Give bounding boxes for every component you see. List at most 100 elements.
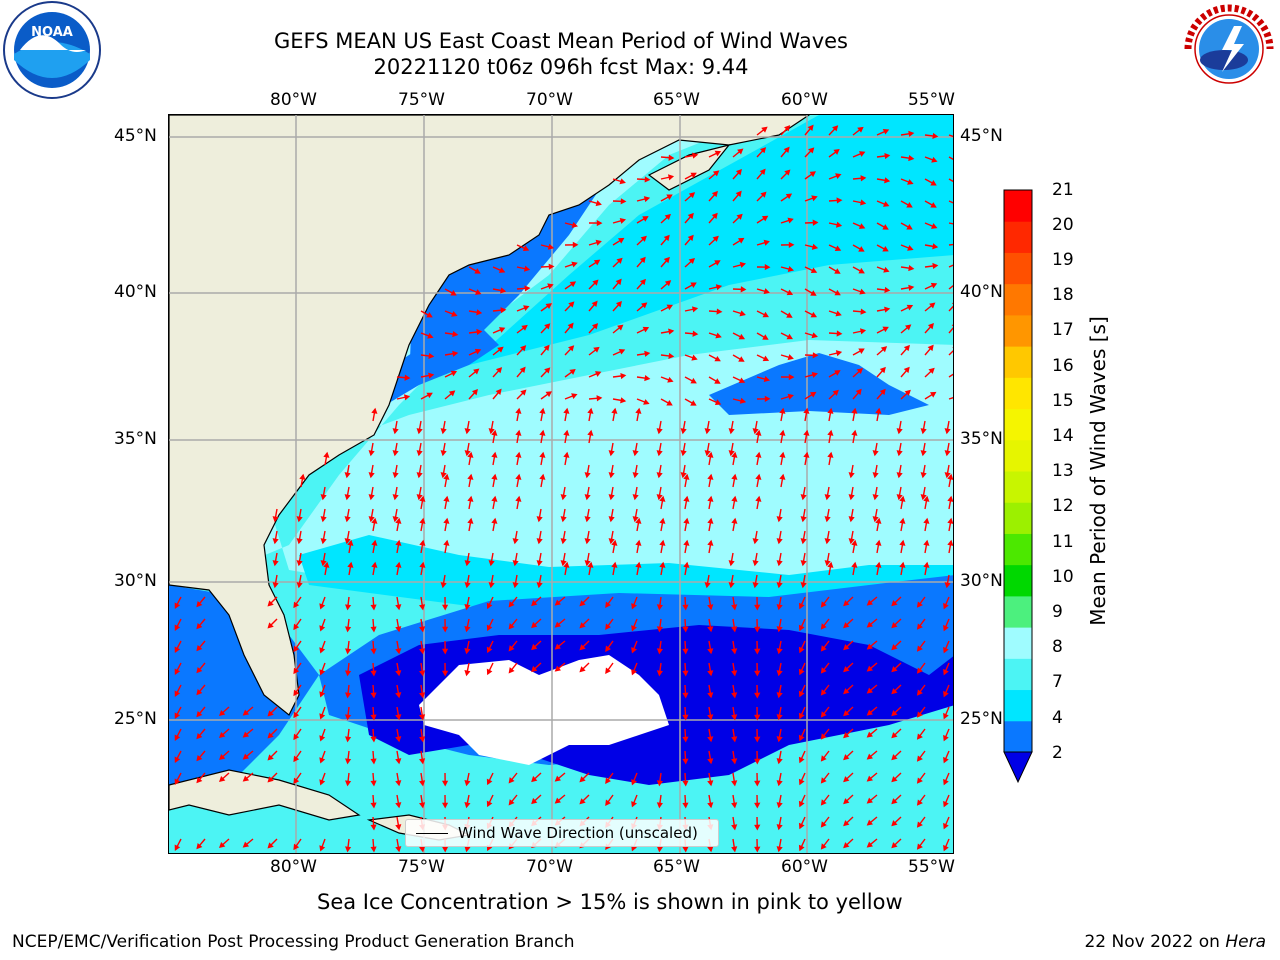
wave-direction-arrowhead [569, 281, 577, 288]
wave-direction-arrowhead [491, 517, 498, 524]
wave-direction-arrowhead [536, 582, 543, 589]
lon-label-top: 55°W [908, 90, 955, 110]
wave-direction-arrowhead [579, 666, 586, 673]
colorbar-segment [1004, 314, 1032, 347]
wave-direction-arrowhead [908, 284, 915, 291]
wave-direction-arrowhead [395, 736, 402, 743]
wave-direction-arrowhead [293, 689, 300, 697]
wave-direction-arrowhead [930, 223, 938, 229]
colorbar-tick: 18 [1052, 285, 1074, 305]
wave-direction-arrowhead [467, 495, 474, 502]
lon-label-top: 70°W [526, 90, 573, 110]
wave-direction-arrowhead [319, 713, 326, 720]
wave-direction-arrowhead [615, 278, 622, 286]
wave-direction-arrowhead [512, 560, 519, 567]
wave-direction-arrowhead [293, 667, 300, 675]
wave-direction-arrowhead [779, 407, 786, 414]
wave-direction-arrowhead [827, 407, 834, 414]
wave-direction-arrowhead [798, 624, 805, 632]
wave-direction-arrowhead [632, 494, 639, 501]
wave-direction-arrowhead [812, 352, 819, 359]
wave-direction-arrowhead [370, 626, 377, 633]
wave-direction-arrowhead [787, 354, 794, 361]
wave-direction-arrowhead [508, 601, 515, 608]
wave-direction-arrowhead [731, 714, 738, 721]
wave-direction-arrowhead [836, 197, 843, 204]
wave-direction-arrowhead [440, 450, 447, 457]
wave-direction-arrowhead [370, 736, 377, 743]
wave-direction-arrowhead [827, 429, 834, 436]
map-panel: Wind Wave Direction (unscaled) [168, 114, 954, 854]
wave-direction-arrowhead [851, 539, 858, 546]
lon-label-top: 80°W [270, 90, 317, 110]
wave-direction-arrowhead [666, 304, 674, 311]
wave-direction-arrowhead [486, 624, 493, 632]
wave-direction-arrowhead [690, 282, 697, 288]
wave-direction-arrowhead [786, 312, 793, 318]
wave-direction-arrowhead [419, 736, 426, 743]
wave-direction-arrowhead [875, 407, 882, 414]
wave-direction-arrowhead [835, 310, 842, 317]
wave-direction-arrowhead [835, 350, 843, 357]
wave-direction-arrowhead [632, 450, 639, 457]
wave-direction-arrowhead [738, 377, 746, 384]
wave-direction-arrowhead [916, 645, 923, 652]
wave-direction-arrowhead [843, 622, 850, 629]
wave-direction-arrowhead [776, 780, 783, 787]
wave-direction-arrowhead [296, 516, 303, 523]
wave-direction-arrowhead [593, 259, 601, 266]
wave-direction-arrowhead [344, 626, 352, 633]
wave-direction-arrowhead [448, 390, 456, 397]
wave-direction-arrowhead [809, 171, 816, 178]
wave-direction-arrowhead [891, 798, 898, 805]
wave-direction-arrowhead [428, 352, 435, 360]
wave-direction-arrowhead [731, 824, 738, 831]
wave-direction-arrowhead [907, 244, 914, 251]
wave-direction-arrowhead [737, 237, 745, 244]
wave-direction-arrowhead [752, 582, 759, 589]
wave-direction-arrowhead [267, 754, 274, 761]
wave-direction-arrowhead [714, 355, 721, 362]
wave-direction-arrowhead [631, 669, 637, 676]
wave-direction-arrowhead [834, 268, 841, 274]
map-legend: Wind Wave Direction (unscaled) [405, 819, 719, 847]
wave-direction-arrowhead [843, 688, 850, 695]
wave-direction-arrowhead [219, 731, 226, 738]
wave-direction-arrowhead [763, 239, 770, 246]
lat-label-left: 35°N [114, 429, 157, 449]
wave-direction-arrowhead [368, 472, 375, 479]
wave-direction-arrowhead [916, 601, 923, 608]
wave-direction-arrowhead [370, 604, 377, 611]
wave-direction-arrowhead [467, 517, 474, 524]
wave-direction-arrowhead [759, 147, 767, 154]
wave-direction-arrowhead [344, 692, 352, 699]
footer-date-text: 22 Nov 2022 on [1084, 932, 1226, 952]
wave-direction-arrowhead [371, 407, 378, 414]
colorbar-tick: 21 [1052, 180, 1074, 200]
wave-direction-arrowhead [242, 709, 250, 716]
wave-direction-arrowhead [554, 643, 561, 650]
wave-direction-arrowhead [788, 374, 795, 381]
wave-direction-arrowhead [196, 644, 203, 652]
wave-direction-arrowhead [755, 451, 762, 458]
wave-direction-arrowhead [920, 494, 927, 501]
wave-direction-arrowhead [714, 399, 722, 405]
wave-direction-arrowhead [404, 374, 411, 381]
wave-direction-arrowhead [515, 429, 522, 436]
wave-direction-arrowhead [811, 371, 819, 378]
wave-direction-arrowhead [667, 376, 674, 383]
wave-direction-arrowhead [293, 777, 300, 785]
lat-label-right: 45°N [960, 126, 1003, 146]
wave-direction-arrowhead [843, 644, 850, 651]
wave-direction-arrowhead [754, 736, 761, 743]
wave-direction-arrowhead [196, 600, 203, 608]
wave-direction-arrowhead [716, 308, 723, 315]
wave-direction-arrowhead [419, 714, 426, 721]
wave-direction-arrowhead [196, 732, 203, 740]
wave-direction-arrowhead [515, 495, 522, 502]
wave-direction-arrowhead [419, 670, 426, 677]
wave-direction-arrowhead [899, 561, 906, 568]
wave-direction-arrowhead [848, 472, 855, 479]
wave-direction-arrowhead [687, 212, 694, 220]
wave-direction-arrowhead [810, 311, 818, 318]
